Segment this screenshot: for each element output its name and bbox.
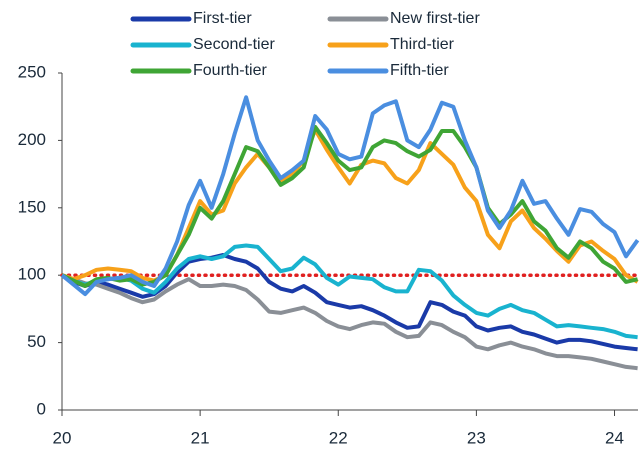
legend-label: First-tier bbox=[193, 10, 252, 27]
legend-label: Fourth-tier bbox=[193, 62, 267, 79]
legend-label: Fifth-tier bbox=[390, 62, 449, 79]
y-tick-label: 100 bbox=[18, 265, 46, 284]
y-tick-label: 200 bbox=[18, 130, 46, 149]
x-tick-label: 22 bbox=[329, 428, 348, 447]
series-line bbox=[61, 243, 638, 340]
y-tick-label: 50 bbox=[27, 332, 46, 351]
x-tick-label: 21 bbox=[191, 428, 210, 447]
series-line bbox=[61, 127, 639, 284]
series-line bbox=[61, 273, 638, 371]
x-tick-label: 23 bbox=[467, 428, 486, 447]
y-tick-label: 150 bbox=[18, 197, 46, 216]
x-tick-label: 24 bbox=[605, 428, 624, 447]
legend-label: Third-tier bbox=[390, 36, 455, 53]
series-line bbox=[60, 95, 640, 297]
x-tick-label: 20 bbox=[53, 428, 72, 447]
y-tick-label: 250 bbox=[18, 62, 46, 81]
legend-label: New first-tier bbox=[390, 10, 480, 27]
legend-label: Second-tier bbox=[193, 36, 275, 53]
y-tick-label: 0 bbox=[37, 399, 46, 418]
